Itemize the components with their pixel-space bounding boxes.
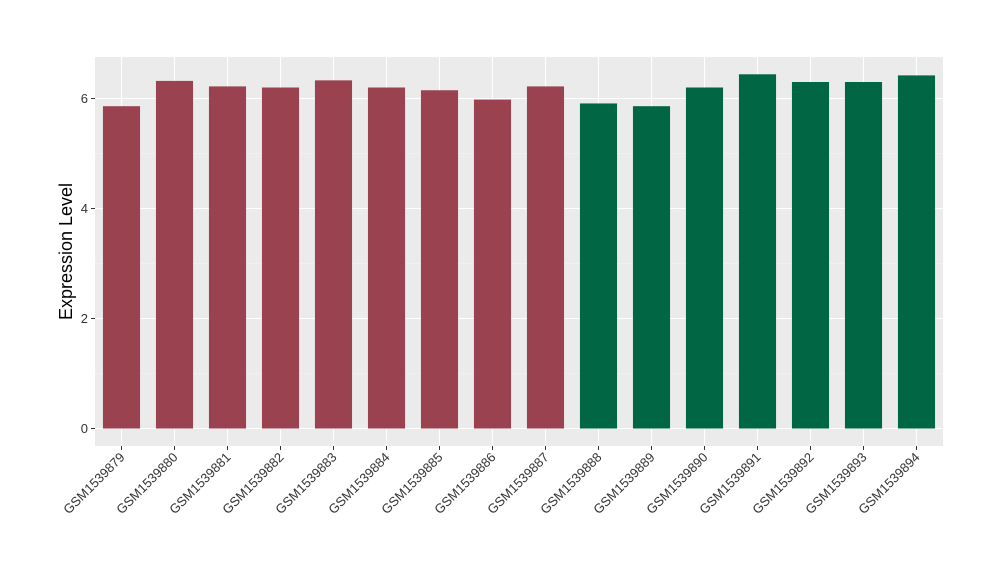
bar-GSM1539884 [367, 87, 406, 429]
y-tick-label: 0 [81, 421, 88, 436]
y-tick-label: 6 [81, 91, 88, 106]
x-axis: GSM1539879GSM1539880GSM1539881GSM1539882… [60, 446, 923, 517]
bar-GSM1539882 [261, 87, 300, 429]
bar-GSM1539889 [632, 106, 671, 429]
bar-GSM1539890 [685, 87, 724, 429]
bar-GSM1539887 [526, 86, 565, 429]
bar-GSM1539881 [208, 86, 247, 429]
y-tick-label: 2 [81, 311, 88, 326]
bar-GSM1539888 [579, 103, 618, 429]
y-axis-title: Expression Level [56, 183, 76, 320]
y-tick-label: 4 [81, 201, 88, 216]
bar-GSM1539891 [738, 74, 777, 429]
bars [102, 74, 936, 429]
bar-GSM1539883 [314, 80, 353, 429]
bar-GSM1539892 [791, 82, 830, 429]
bar-GSM1539879 [102, 106, 141, 429]
y-axis: 0 2 4 6 [81, 91, 95, 436]
bar-GSM1539880 [155, 80, 194, 429]
bar-GSM1539885 [420, 90, 459, 429]
bar-GSM1539893 [844, 82, 883, 429]
bar-GSM1539894 [897, 75, 936, 429]
bar-GSM1539886 [473, 99, 512, 429]
